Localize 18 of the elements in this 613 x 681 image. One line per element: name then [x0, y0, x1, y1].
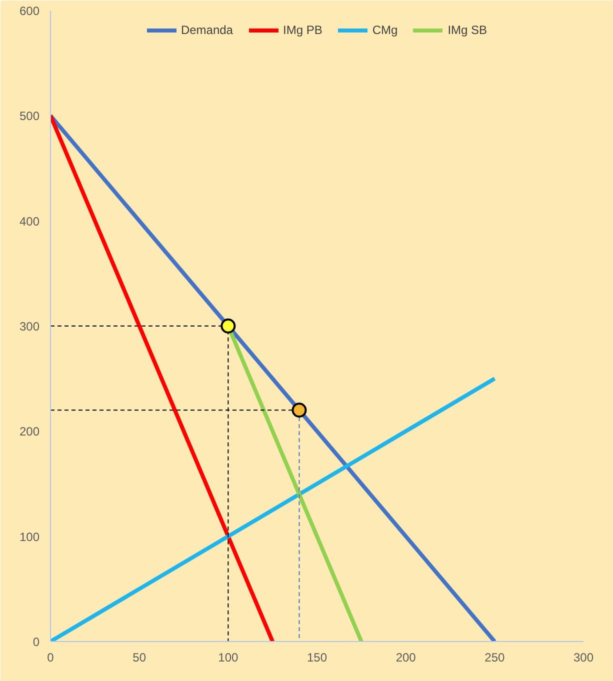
legend-label: IMg PB	[282, 23, 322, 37]
y-tick-label: 100	[19, 530, 40, 544]
x-tick-label: 250	[484, 650, 506, 664]
x-tick-label: 200	[396, 650, 416, 664]
y-tick-label: 200	[19, 424, 40, 439]
x-tick-label: 50	[132, 650, 146, 664]
y-tick-label: 400	[19, 214, 40, 228]
y-tick-label: 0	[32, 635, 40, 649]
x-tick-label: 300	[573, 650, 594, 664]
y-tick-label: 600	[19, 4, 40, 18]
y-tick-label: 300	[19, 320, 40, 334]
x-tick-label: 0	[47, 650, 54, 664]
x-tick-label: 150	[306, 650, 328, 664]
legend-label: Demanda	[180, 23, 233, 37]
legend-label: CMg	[372, 23, 398, 37]
y-tick-label: 500	[19, 109, 40, 124]
legend-label: IMg SB	[448, 23, 488, 37]
x-tick-label: 100	[218, 650, 239, 664]
